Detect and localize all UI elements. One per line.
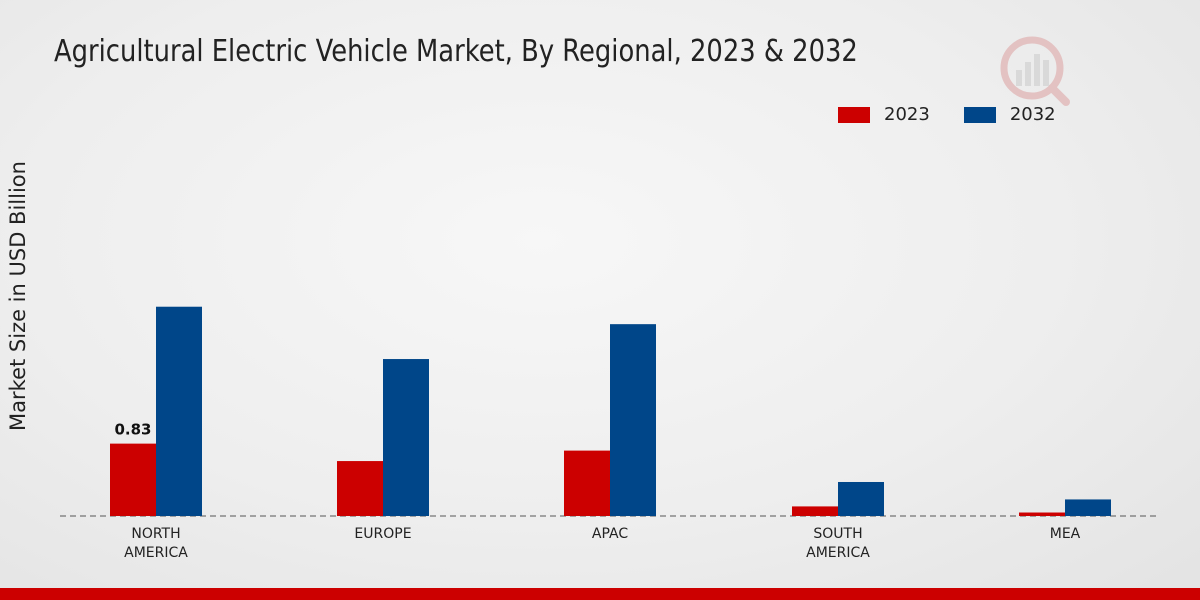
x-tick-label-europe: EUROPE (354, 526, 411, 542)
bar-2023-apac (564, 450, 610, 516)
legend: 2023 2032 (838, 104, 1090, 125)
bar-2023-mea (1019, 512, 1065, 516)
bar-2032-south-america (838, 481, 884, 516)
x-tick-label-north-america: NORTH AMERICA (124, 526, 188, 561)
legend-item-2032: 2032 (963, 104, 1056, 125)
bar-2023-europe (337, 461, 383, 516)
x-tick-label-south-america: SOUTH AMERICA (806, 526, 870, 561)
x-tick-label-apac: APAC (592, 526, 628, 542)
bar-2032-apac (610, 324, 656, 516)
bar-2023-south-america (792, 506, 838, 516)
legend-label-2023: 2023 (884, 104, 930, 125)
bar-2032-europe (383, 359, 429, 516)
chart-title: Agricultural Electric Vehicle Market, By… (54, 34, 858, 69)
bar-2023-north-america (110, 443, 156, 516)
legend-swatch-2023 (838, 106, 870, 123)
bar-2032-mea (1065, 499, 1111, 516)
legend-swatch-2032 (963, 106, 996, 123)
footer-bar (0, 588, 1200, 600)
data-label-2023-0: 0.83 (114, 421, 151, 439)
x-tick-label-mea: MEA (1050, 526, 1081, 542)
brand-logo-icon (1000, 36, 1070, 106)
legend-item-2023: 2023 (838, 104, 930, 125)
bar-2032-north-america (156, 306, 202, 516)
legend-label-2032: 2032 (1009, 104, 1056, 125)
